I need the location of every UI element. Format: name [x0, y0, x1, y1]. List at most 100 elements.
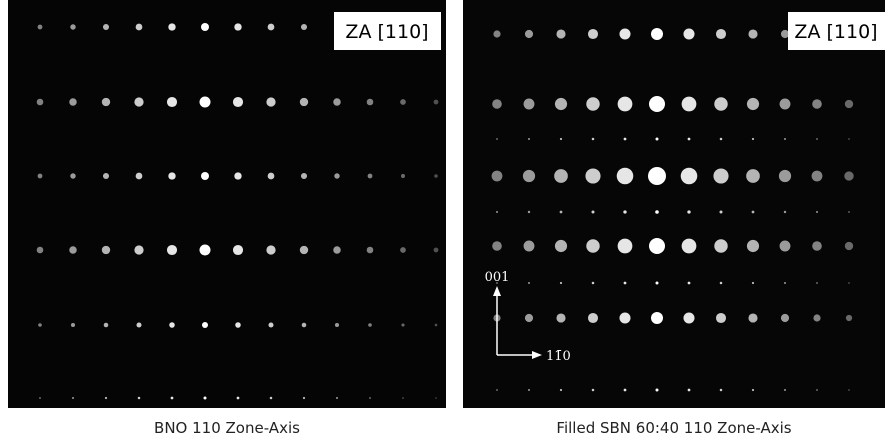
spot: [844, 171, 853, 180]
spot: [556, 313, 565, 322]
spot: [560, 211, 563, 214]
spot: [524, 241, 535, 252]
spot: [747, 240, 759, 252]
spot: [202, 322, 208, 328]
spot: [651, 28, 663, 40]
spot: [588, 29, 598, 39]
spot: [302, 323, 307, 328]
spot: [367, 247, 374, 254]
spot: [367, 99, 374, 106]
spot: [400, 247, 406, 253]
spot: [554, 169, 568, 183]
spot: [401, 174, 405, 178]
spot: [434, 174, 438, 178]
spot: [714, 97, 727, 110]
spot: [752, 138, 754, 140]
spot: [624, 389, 627, 392]
spot: [169, 322, 175, 328]
spot: [586, 97, 599, 110]
zone-axis-label: ZA [110]: [794, 21, 877, 43]
spot: [168, 23, 175, 30]
spot: [266, 97, 275, 106]
spot: [37, 247, 44, 254]
spot: [300, 246, 308, 254]
spot: [266, 245, 275, 254]
spot: [585, 168, 600, 183]
spot: [136, 173, 143, 180]
spot: [719, 210, 722, 213]
spot: [812, 241, 822, 251]
spot: [333, 98, 340, 105]
spot: [102, 98, 110, 106]
spot: [588, 313, 598, 323]
spot: [167, 245, 177, 255]
spot: [648, 167, 666, 185]
spot: [528, 389, 530, 391]
spot: [682, 239, 697, 254]
spot: [813, 314, 820, 321]
spot: [780, 99, 791, 110]
spot: [301, 173, 307, 179]
spot: [780, 241, 791, 252]
spot: [812, 99, 822, 109]
spot: [368, 323, 372, 327]
spot: [752, 282, 754, 284]
diffraction-image-right: [463, 0, 885, 408]
spot: [681, 168, 698, 185]
figure: ZA [110] ZA [110] 001 11̄0 BNO 110 Zone-…: [0, 0, 893, 440]
spot: [492, 99, 502, 109]
caption: Filled SBN 60:40 110 Zone-Axis: [556, 419, 791, 437]
spot: [784, 211, 786, 213]
spot: [816, 211, 818, 213]
spot: [720, 389, 723, 392]
spot: [714, 239, 727, 252]
spot: [69, 98, 76, 105]
spot: [781, 314, 789, 322]
spot: [105, 397, 107, 399]
axis-label: 001: [485, 270, 510, 285]
spot: [784, 282, 786, 284]
spot: [301, 24, 307, 30]
spot: [39, 397, 41, 399]
spot: [592, 389, 595, 392]
spot: [752, 389, 754, 391]
spot: [683, 28, 694, 39]
spot: [334, 173, 339, 178]
spot: [201, 23, 209, 31]
spot: [555, 240, 567, 252]
spot: [71, 323, 75, 327]
spot: [816, 389, 818, 391]
spot: [496, 138, 498, 140]
spot: [848, 282, 850, 284]
spot: [492, 171, 503, 182]
spot: [713, 168, 728, 183]
spot: [716, 313, 726, 323]
spot: [434, 100, 439, 105]
spot: [335, 323, 339, 327]
spot: [204, 397, 207, 400]
spot: [104, 323, 109, 328]
spot: [333, 246, 340, 253]
spot: [72, 397, 74, 399]
spot: [848, 138, 850, 140]
spot: [234, 23, 241, 30]
spot: [400, 99, 406, 105]
spot: [747, 98, 759, 110]
spot: [200, 245, 211, 256]
spot: [624, 282, 627, 285]
spot: [688, 389, 691, 392]
spot: [524, 99, 535, 110]
spot: [523, 170, 535, 182]
spot: [492, 241, 502, 251]
spot: [683, 312, 694, 323]
spot: [336, 397, 338, 399]
spot: [720, 138, 723, 141]
spot: [38, 25, 43, 30]
spot: [556, 29, 565, 38]
spot: [687, 210, 690, 213]
spot: [103, 24, 109, 30]
spot: [848, 389, 850, 391]
spot: [102, 246, 110, 254]
spot: [200, 97, 211, 108]
spot: [591, 210, 594, 213]
